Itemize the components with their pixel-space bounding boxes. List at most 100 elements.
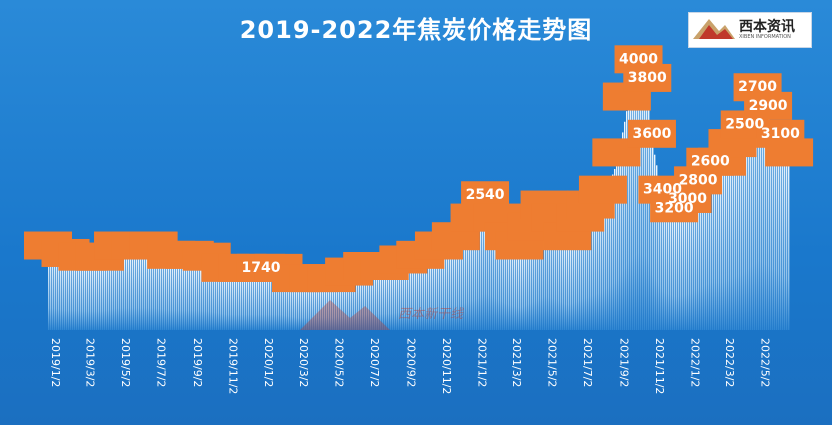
area-bar — [110, 260, 112, 330]
area-bar — [510, 247, 512, 330]
x-tick-label: 2020/7/2 — [368, 338, 381, 387]
x-tick-label: 2020/5/2 — [333, 338, 346, 387]
area-bar — [196, 265, 198, 330]
area-bar — [304, 288, 306, 330]
area-bar — [570, 242, 572, 330]
area-bar — [274, 277, 276, 330]
area-bar — [650, 120, 652, 330]
area-bar — [384, 276, 386, 330]
area-bar — [436, 256, 438, 330]
area-bar — [446, 251, 448, 330]
area-bar — [290, 284, 292, 330]
logo-text: 西本资讯 — [739, 19, 795, 35]
area-bar — [724, 168, 726, 330]
x-tick-label: 2019/11/2 — [226, 338, 239, 394]
area-bar — [588, 217, 590, 330]
area-bar — [464, 238, 466, 330]
area-bar — [778, 138, 780, 330]
area-bar — [204, 266, 206, 330]
area-bar — [786, 155, 788, 330]
area-bar — [344, 283, 346, 330]
area-bar — [558, 232, 560, 330]
area-bar — [556, 228, 558, 330]
area-bar — [218, 273, 220, 330]
data-label: 3800 — [628, 70, 667, 86]
area-bar — [50, 256, 52, 330]
area-bar — [628, 102, 630, 330]
area-bar — [282, 279, 284, 330]
area-bar — [78, 265, 80, 330]
area-bar — [682, 212, 684, 330]
area-bar — [108, 261, 110, 330]
area-bar — [332, 287, 334, 330]
area-bar — [420, 264, 422, 330]
area-bar — [698, 190, 700, 330]
area-bar — [748, 125, 750, 330]
area-bar — [170, 264, 172, 330]
area-bar — [738, 144, 740, 330]
area-bar — [342, 284, 344, 330]
area-bar — [424, 262, 426, 330]
area-bar — [378, 276, 380, 330]
area-bar — [660, 186, 662, 330]
area-bar — [178, 264, 180, 330]
area-bar — [592, 212, 594, 330]
area-bar — [112, 259, 114, 330]
area-bar — [710, 172, 712, 330]
area-bar — [528, 242, 530, 330]
area-bar — [66, 263, 68, 330]
area-bar — [472, 230, 474, 330]
area-bar — [410, 267, 412, 330]
area-bar — [382, 276, 384, 330]
area-bar — [230, 277, 232, 330]
area-bar — [782, 147, 784, 330]
data-label-box — [578, 175, 627, 204]
area-bar — [478, 220, 480, 330]
area-bar — [194, 265, 196, 330]
area-bar — [396, 272, 398, 330]
area-bar — [720, 171, 722, 330]
data-label: 2900 — [749, 98, 788, 114]
area-bar — [548, 218, 550, 330]
area-bar — [130, 255, 132, 330]
area-bar — [60, 260, 62, 330]
area-bar — [692, 201, 694, 330]
area-bar — [652, 144, 654, 330]
area-bar — [500, 231, 502, 330]
area-bar — [398, 271, 400, 330]
area-bar — [334, 287, 336, 330]
x-tick-label: 2020/11/2 — [440, 338, 453, 394]
area-bar — [350, 281, 352, 330]
area-bar — [96, 266, 98, 330]
area-bar — [360, 278, 362, 330]
area-bar — [400, 270, 402, 330]
area-bar — [632, 90, 634, 330]
area-bar — [542, 219, 544, 330]
area-bar — [146, 255, 148, 330]
area-bar — [602, 200, 604, 330]
area-bar — [688, 208, 690, 330]
area-bar — [330, 288, 332, 330]
area-bar — [206, 266, 208, 330]
x-tick-label: 2020/3/2 — [297, 338, 310, 387]
area-bar — [494, 221, 496, 330]
area-bar — [158, 257, 160, 330]
area-bar — [480, 216, 482, 330]
area-bar — [490, 214, 492, 330]
area-bar — [104, 264, 106, 330]
area-bar — [352, 280, 354, 330]
area-bar — [392, 273, 394, 330]
area-bar — [68, 263, 70, 330]
area-bar — [348, 281, 350, 330]
area-bar — [220, 274, 222, 330]
area-bar — [94, 266, 96, 330]
area-bar — [626, 111, 628, 331]
area-bar — [540, 222, 542, 330]
area-bar — [470, 232, 472, 330]
area-bar — [358, 278, 360, 330]
area-bar — [700, 187, 702, 330]
data-label: 2500 — [725, 116, 764, 132]
data-label: 3000 — [668, 191, 707, 207]
area-bar — [702, 184, 704, 330]
area-bar — [202, 266, 204, 330]
